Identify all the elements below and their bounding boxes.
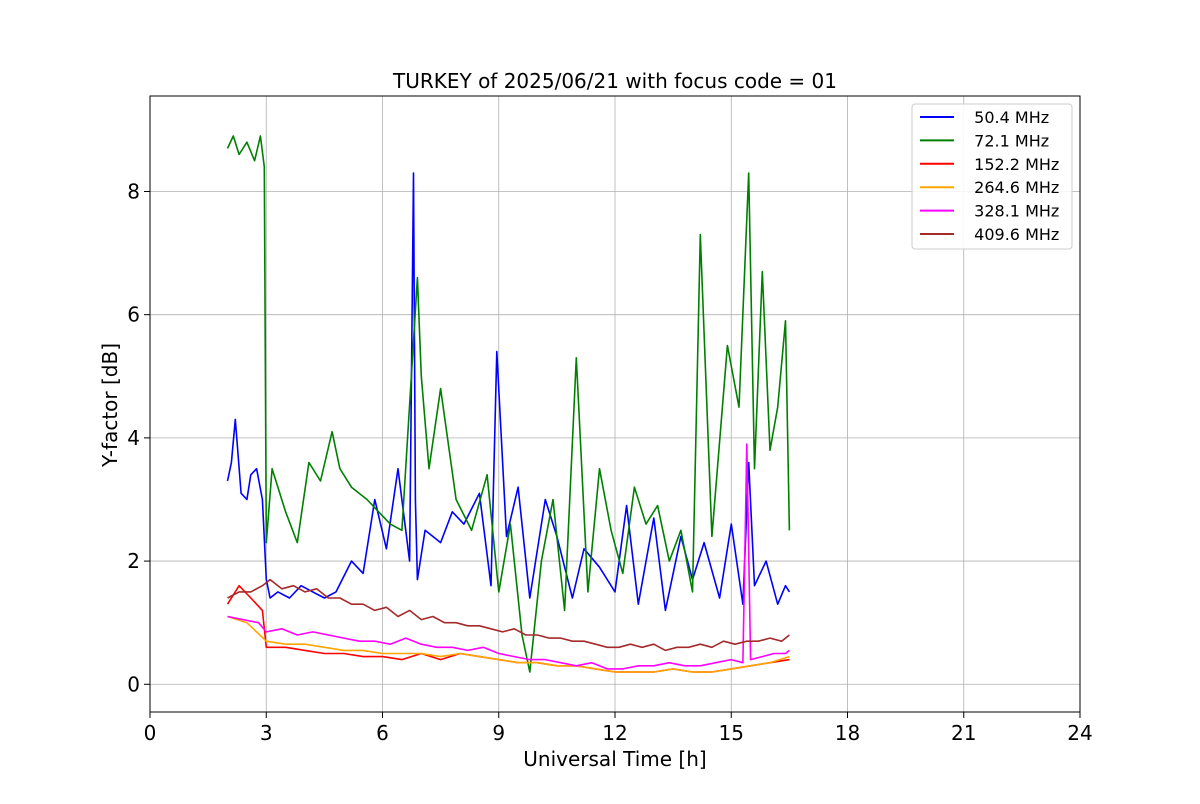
- x-tick-label: 12: [602, 721, 627, 745]
- series-line-4: [227, 443, 790, 670]
- legend-entry-label: 72.1 MHz: [964, 131, 1049, 150]
- series-line-0: [226, 172, 791, 612]
- x-tick-label: 9: [492, 721, 505, 745]
- y-tick-label: 6: [127, 303, 140, 327]
- x-tick-label: 0: [144, 721, 157, 745]
- x-tick-label: 3: [260, 721, 273, 745]
- x-axis-label: Universal Time [h]: [523, 747, 706, 771]
- series-line-3: [227, 615, 790, 673]
- legend-entry-label: 409.6 MHz: [964, 225, 1059, 244]
- series-line-1: [226, 135, 791, 673]
- x-tick-label: 21: [951, 721, 976, 745]
- y-tick-label: 0: [127, 672, 140, 696]
- y-tick-label: 2: [127, 549, 140, 573]
- legend-entry-label: 264.6 MHz: [964, 178, 1059, 197]
- x-tick-label: 15: [719, 721, 744, 745]
- x-tick-label: 24: [1067, 721, 1092, 745]
- y-axis-label: Y-factor [dB]: [98, 343, 122, 468]
- y-tick-label: 4: [127, 426, 140, 450]
- chart-title: TURKEY of 2025/06/21 with focus code = 0…: [392, 69, 837, 93]
- series-line-5: [227, 578, 790, 652]
- legend: 50.4 MHz 72.1 MHz 152.2 MHz 264.6 MHz 32…: [911, 103, 1073, 250]
- y-tick-label: 8: [127, 179, 140, 203]
- x-tick-label: 6: [376, 721, 389, 745]
- x-tick-label: 18: [835, 721, 860, 745]
- legend-entry-label: 50.4 MHz: [964, 108, 1049, 127]
- legend-entry-label: 152.2 MHz: [964, 155, 1059, 174]
- legend-entry-label: 328.1 MHz: [964, 202, 1059, 221]
